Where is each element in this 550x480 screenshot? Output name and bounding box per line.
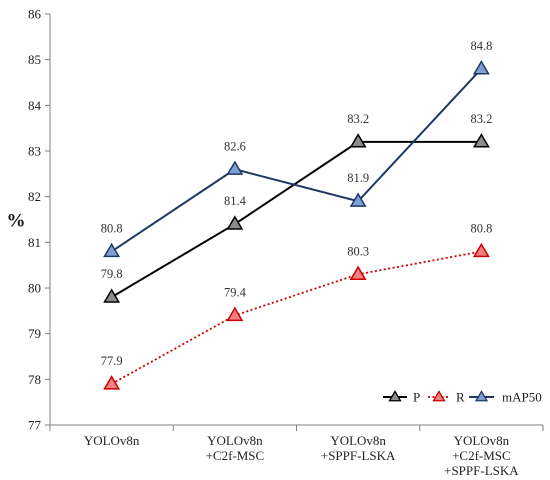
data-label-map50: 82.6 <box>224 139 246 153</box>
data-point-r <box>103 375 121 390</box>
x-tick-label: YOLOv8n <box>84 433 140 448</box>
x-tick-label: +SPPF-LSKA <box>321 448 396 463</box>
legend-label: R <box>456 390 465 405</box>
data-labels: 79.8 81.4 83.2 83.2 77.9 79.4 80.3 80.8 80.8 82.6… <box>101 39 493 368</box>
legend-label: P <box>413 390 420 405</box>
y-tick-label: 78 <box>28 372 41 387</box>
y-tick-label: 85 <box>28 52 41 67</box>
y-tick-label: 82 <box>28 189 41 204</box>
data-label-r: 79.4 <box>224 285 247 299</box>
data-point-r <box>226 306 244 322</box>
data-point-map50 <box>349 192 367 207</box>
data-point-p <box>472 133 490 148</box>
data-label-map50: 80.8 <box>101 221 123 235</box>
series-line-r <box>111 250 482 385</box>
legend-marker <box>432 390 446 402</box>
data-label-r: 77.9 <box>101 354 123 368</box>
legend-item-r: R <box>428 390 465 405</box>
data-point-r <box>349 265 367 280</box>
data-point-map50 <box>103 242 121 258</box>
y-tick-label: 77 <box>28 418 42 433</box>
y-tick-label: 81 <box>28 235 41 250</box>
x-tick-label: YOLOv8n <box>454 433 510 448</box>
data-point-p <box>349 133 367 148</box>
series-layer <box>103 60 490 390</box>
y-tick-label: 79 <box>28 326 41 341</box>
data-point-r <box>472 242 490 258</box>
data-label-r: 80.3 <box>347 244 369 258</box>
x-tick-label: YOLOv8n <box>330 433 386 448</box>
legend-marker <box>388 390 402 402</box>
x-tick-label: +C2f-MSC <box>206 448 265 463</box>
x-tick-label: YOLOv8n <box>207 433 263 448</box>
y-axis-label: % <box>7 211 26 232</box>
legend-item-p: P <box>383 390 420 405</box>
data-label-p: 83.2 <box>347 112 369 126</box>
series-line-map50 <box>111 68 483 253</box>
data-label-p: 83.2 <box>470 112 492 126</box>
data-label-p: 81.4 <box>224 194 247 208</box>
legend-label: mAP50 <box>502 390 542 405</box>
series-map50 <box>103 60 490 258</box>
series-p <box>103 133 490 303</box>
data-point-map50 <box>226 160 244 175</box>
y-tick-label: 80 <box>28 281 41 296</box>
series-r <box>103 242 490 390</box>
data-label-map50: 84.8 <box>470 39 492 53</box>
data-label-map50: 81.9 <box>347 171 369 185</box>
x-tick-label: +C2f-MSC <box>452 448 511 463</box>
y-tick-label: 86 <box>28 7 42 22</box>
data-label-r: 80.8 <box>470 221 492 235</box>
legend-item-map50: mAP50 <box>469 390 542 405</box>
y-tick-label: 84 <box>28 98 42 113</box>
data-point-map50 <box>472 60 490 75</box>
data-label-p: 79.8 <box>101 267 123 281</box>
data-point-p <box>103 288 121 303</box>
x-tick-label: +SPPF-LSKA <box>444 463 519 478</box>
series-line-p <box>111 140 482 298</box>
y-tick-label: 83 <box>28 144 41 159</box>
data-point-p <box>226 215 244 230</box>
legend-marker <box>474 390 489 402</box>
